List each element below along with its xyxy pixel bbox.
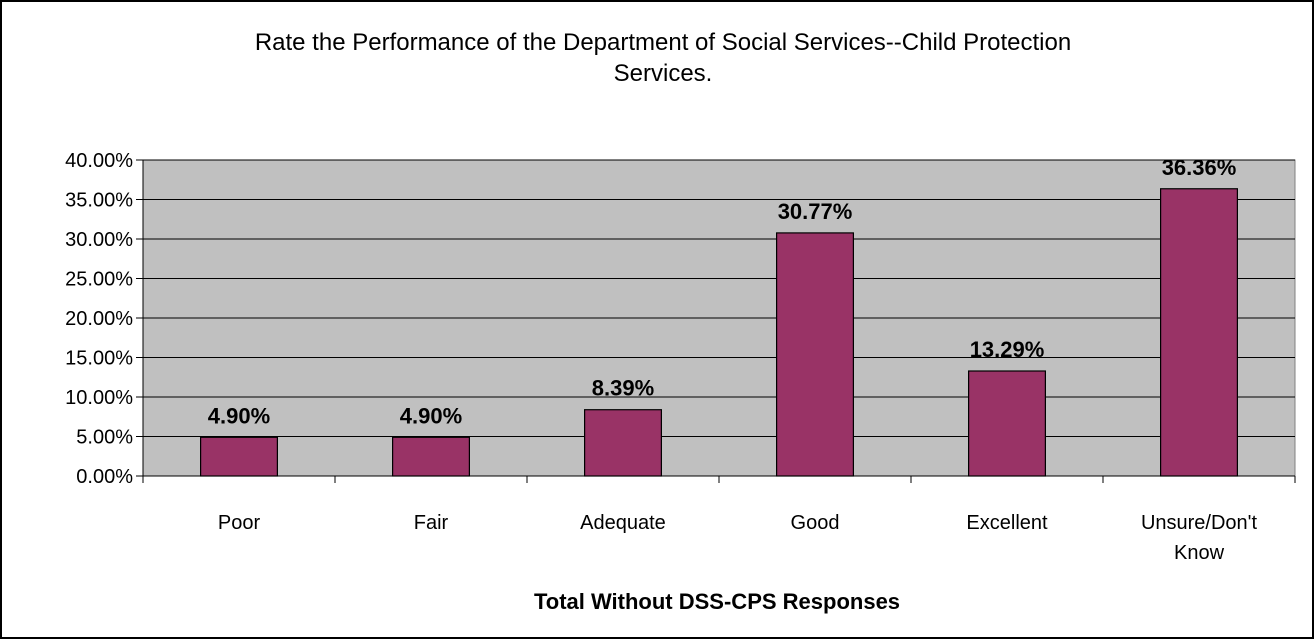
bar — [967, 370, 1046, 477]
x-axis-categories: Poor Fair Adequate Good Excellent Unsure/Don'… — [218, 512, 1258, 564]
y-tick-label: 25.00% — [65, 269, 133, 291]
y-tick-label: 0.00% — [76, 466, 133, 488]
chart-title-line: Rate the Performance of the Department o… — [255, 29, 1071, 56]
bar — [392, 436, 471, 477]
data-label: 4.90% — [400, 403, 462, 428]
y-tick-label: 30.00% — [65, 229, 133, 251]
data-label: 13.29% — [970, 337, 1045, 362]
category-label: Fair — [414, 512, 449, 534]
y-tick-label: 35.00% — [65, 190, 133, 212]
y-axis-ticks: 0.00% 5.00% 10.00% 15.00% 20.00% 25.00% 30.00%… — [65, 150, 143, 488]
y-tick-label: 40.00% — [65, 150, 133, 172]
bar — [775, 232, 854, 477]
x-axis-title: Total Without DSS-CPS Responses — [534, 589, 900, 614]
chart-title: Rate the Performance of the Department o… — [255, 29, 1071, 87]
category-label: Poor — [218, 512, 261, 534]
chart-title-line: Services. — [614, 60, 713, 87]
bar — [1159, 188, 1238, 477]
gridlines — [143, 159, 1295, 437]
category-label: Unsure/Don't — [1141, 512, 1258, 534]
data-label: 8.39% — [592, 376, 654, 401]
category-label: Know — [1174, 542, 1225, 564]
bar — [583, 409, 662, 477]
category-label: Adequate — [580, 512, 666, 534]
y-tick-label: 5.00% — [76, 427, 133, 449]
category-label: Excellent — [966, 512, 1048, 534]
bars — [200, 188, 1238, 477]
data-label: 36.36% — [1162, 155, 1237, 180]
category-label: Good — [791, 512, 840, 534]
y-tick-label: 10.00% — [65, 387, 133, 409]
data-label: 4.90% — [208, 403, 270, 428]
y-tick-label: 20.00% — [65, 308, 133, 330]
y-tick-label: 15.00% — [65, 348, 133, 370]
data-label: 30.77% — [778, 199, 853, 224]
data-labels: 4.90% 4.90% 8.39% 30.77% 13.29% 36.36% — [208, 155, 1237, 429]
bar — [200, 436, 279, 477]
